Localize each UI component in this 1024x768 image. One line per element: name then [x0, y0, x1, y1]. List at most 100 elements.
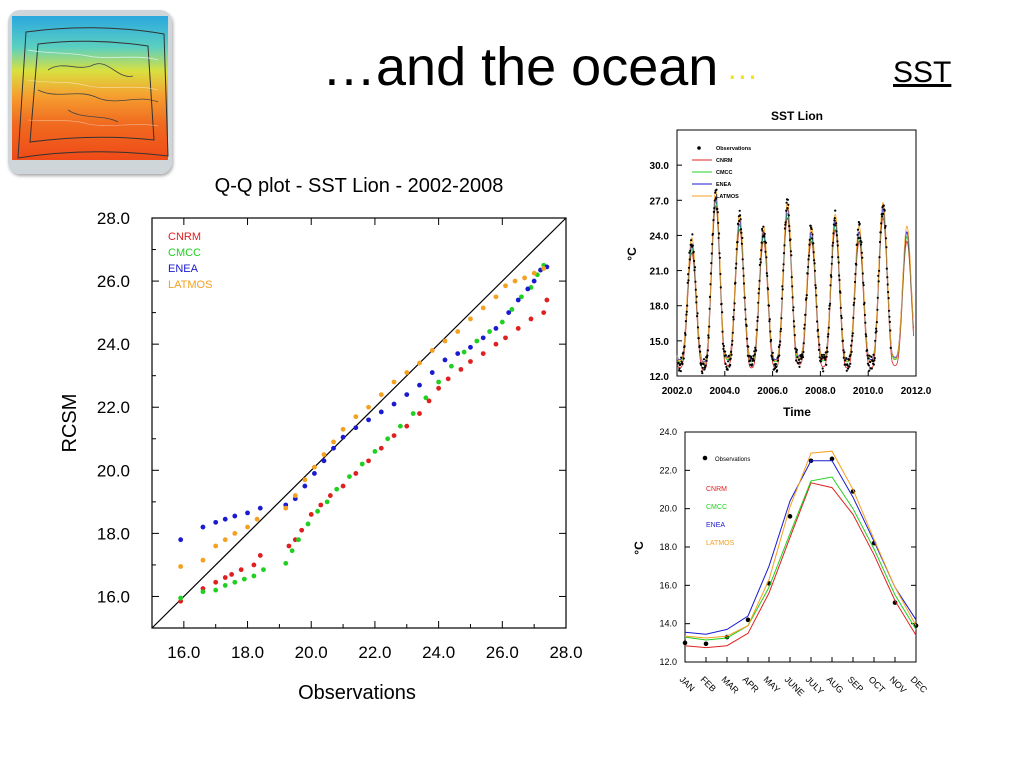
ts-observation-point: [798, 361, 802, 364]
mc-series-enea: [684, 460, 917, 635]
ts-observation-point: [748, 359, 752, 362]
qq-point-cmcc: [474, 338, 480, 344]
ts-x-tick-label: 2008.0: [805, 386, 836, 397]
mc-series-cnrm: [684, 482, 917, 649]
ts-observation-point: [739, 218, 742, 221]
ts-observation-point: [753, 350, 756, 353]
ts-observation-point: [839, 306, 842, 309]
qq-point-latmos: [366, 404, 371, 410]
mc-x-tick-label: JUNE: [783, 674, 807, 698]
ts-observation-point: [787, 203, 790, 206]
ts-plot-frame: [676, 129, 917, 377]
ts-observation-point: [824, 358, 827, 361]
ts-observation-point: [878, 256, 881, 259]
qq-point-cmcc: [359, 461, 365, 467]
qq-point-latmos: [493, 294, 499, 300]
ts-observation-point: [807, 258, 810, 261]
qq-point-cnrm: [299, 527, 305, 533]
mc-legend-observations: Observations: [715, 457, 750, 463]
ts-observation-point: [815, 305, 818, 308]
ts-observation-point: [726, 367, 729, 370]
qq-y-tick-label: 20.0: [97, 461, 130, 480]
qq-point-enea: [391, 401, 397, 407]
ts-observation-point: [718, 252, 721, 255]
ts-observation-point: [771, 351, 774, 354]
ts-observation-point: [807, 265, 810, 269]
qq-point-cmcc: [509, 307, 515, 312]
ts-observation-point: [867, 364, 870, 367]
qq-point-cnrm: [353, 471, 359, 476]
mc-observation-point: [850, 489, 856, 494]
mc-y-axis-label: °C: [632, 541, 646, 555]
ts-y-tick-label: 27.0: [650, 196, 670, 207]
ts-observation-point: [687, 273, 690, 276]
ts-observation-point: [821, 367, 824, 370]
ts-observation-point: [853, 301, 856, 304]
ts-observation-point: [853, 280, 857, 284]
qq-point-cmcc: [436, 379, 442, 385]
ts-observation-point: [764, 250, 767, 253]
ts-observation-point: [860, 241, 863, 244]
ts-observation-point: [725, 365, 728, 368]
ts-observation-point: [763, 235, 766, 238]
ts-observation-point: [841, 328, 844, 331]
qq-point-cmcc: [461, 349, 467, 355]
qq-point-enea: [200, 524, 206, 530]
ts-observation-point: [715, 197, 718, 200]
ts-observation-point: [841, 340, 844, 343]
ts-observation-point: [861, 256, 864, 259]
qq-point-latmos: [222, 537, 228, 543]
ts-observation-point: [788, 225, 791, 228]
ts-observation-point: [870, 355, 873, 358]
ts-observation-point: [765, 256, 768, 259]
ts-observation-point: [686, 281, 689, 284]
ts-observation-point: [694, 280, 697, 283]
ts-observation-point: [755, 328, 758, 331]
ts-observation-point: [847, 358, 850, 361]
ts-observation-point: [840, 316, 843, 320]
ts-observation-point: [859, 243, 863, 246]
qq-x-tick-label: 18.0: [231, 643, 264, 662]
ts-observation-point: [772, 368, 775, 371]
ts-observation-point: [701, 372, 704, 375]
ts-observation-point: [708, 295, 712, 298]
ts-observation-point: [779, 327, 783, 330]
ts-observation-point: [805, 294, 808, 297]
ts-observation-point: [690, 239, 693, 242]
sst-tag: SST: [893, 56, 952, 89]
qq-point-cmcc: [305, 521, 311, 527]
ts-observation-point: [836, 244, 839, 247]
ts-observation-point: [878, 269, 881, 272]
ts-series-cmcc: [676, 200, 914, 365]
ts-observation-point: [814, 286, 818, 289]
qq-legend-latmos: LATMOS: [168, 279, 212, 291]
ts-observation-point: [774, 363, 778, 366]
qq-point-cnrm: [318, 502, 324, 508]
ts-observation-point: [739, 214, 742, 217]
ts-observation-point: [755, 328, 759, 331]
qq-point-cnrm: [340, 483, 346, 489]
qq-point-cmcc: [283, 560, 289, 566]
ts-observation-point: [732, 318, 735, 321]
qq-x-tick-label: 22.0: [358, 643, 391, 662]
ts-observation-point: [741, 258, 744, 261]
ts-observation-point: [782, 269, 785, 272]
ts-observation-point: [883, 208, 886, 211]
qq-legend-cmcc: CMCC: [168, 247, 201, 259]
ts-legend-cnrm: CNRM: [716, 158, 733, 164]
ts-observation-point: [702, 363, 705, 366]
qq-y-tick-label: 22.0: [97, 398, 130, 417]
ts-observation-point: [789, 238, 792, 241]
ts-observation-point: [880, 213, 883, 216]
mc-y-tick-label: 22.0: [659, 465, 677, 475]
ts-legend-marker-observations: [697, 146, 701, 150]
ts-observation-point: [867, 357, 870, 360]
ts-observation-point: [808, 243, 811, 246]
qq-point-cnrm: [426, 398, 432, 404]
ts-observation-point: [832, 241, 835, 244]
mc-legend-cnrm: CNRM: [706, 486, 727, 493]
ts-observation-point: [685, 313, 688, 316]
ts-observation-point: [684, 333, 687, 336]
ts-observation-point: [689, 243, 692, 246]
ts-observation-point: [884, 224, 887, 228]
